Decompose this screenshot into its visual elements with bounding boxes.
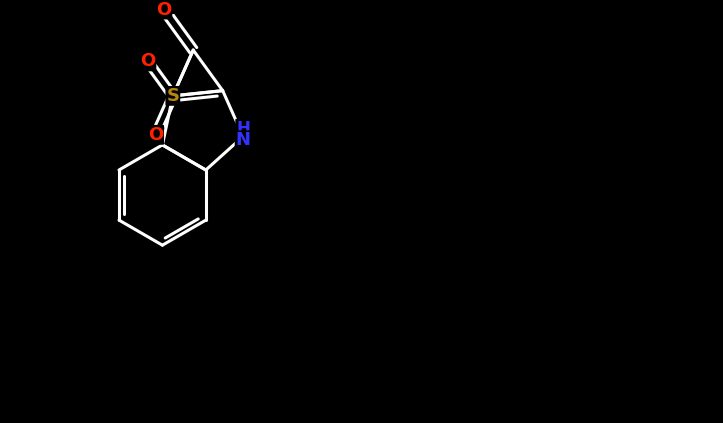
Text: H: H — [236, 120, 250, 138]
Text: O: O — [156, 0, 171, 19]
Text: O: O — [140, 52, 155, 70]
Text: S: S — [166, 87, 179, 105]
Text: N: N — [236, 131, 251, 149]
Text: O: O — [148, 126, 163, 144]
